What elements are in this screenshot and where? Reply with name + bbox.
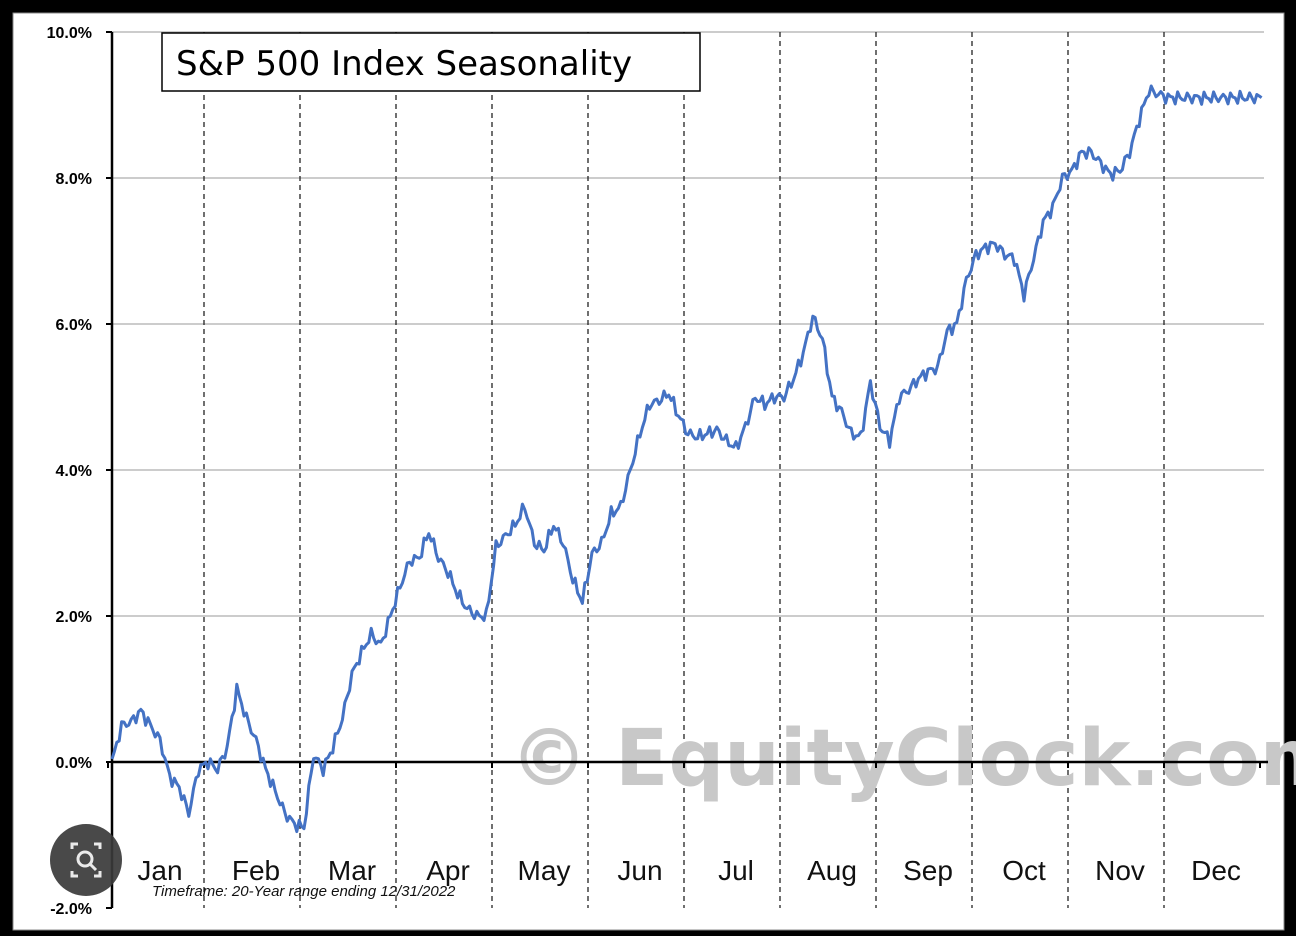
y-tick-label: 2.0% (56, 609, 92, 626)
y-tick-label: 8.0% (56, 171, 92, 188)
timeframe-note: Timeframe: 20-Year range ending 12/31/20… (152, 883, 456, 900)
series-layer (110, 84, 1263, 834)
series-line (110, 84, 1263, 834)
month-label: Apr (426, 855, 470, 886)
watermark-text: © EquityClock.com (510, 714, 1296, 804)
month-label: Sep (903, 855, 953, 886)
y-tick-label: -2.0% (50, 901, 92, 918)
month-label: Mar (328, 855, 376, 886)
title-box (161, 32, 701, 92)
y-tick-label: 0.0% (56, 755, 92, 772)
month-label: Feb (232, 855, 280, 886)
month-label: Jun (617, 855, 662, 886)
lens-search-icon[interactable] (50, 824, 122, 896)
month-label: May (518, 855, 571, 886)
month-label: Jul (718, 855, 754, 886)
y-tick-label: 6.0% (56, 317, 92, 334)
axis-layer (106, 31, 1268, 909)
month-label: Aug (807, 855, 857, 886)
chart-title: S&P 500 Index Seasonality (176, 44, 632, 84)
y-tick-label: 4.0% (56, 463, 92, 480)
month-label: Oct (1002, 855, 1046, 886)
label-layer: 10.0% 8.0% 6.0% 4.0% 2.0% 0.0% -2.0% Jan Feb Mar A… (47, 25, 1241, 918)
month-label: Dec (1191, 855, 1241, 886)
month-label: Jan (137, 855, 182, 886)
y-tick-label: 10.0% (47, 25, 92, 42)
watermark: © EquityClock.com (510, 714, 1296, 804)
month-label: Nov (1095, 855, 1145, 886)
